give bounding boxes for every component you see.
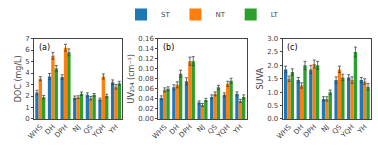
svg-text:YQH: YQH	[90, 123, 107, 140]
svg-text:WHS: WHS	[275, 123, 293, 141]
svg-text:LT: LT	[271, 11, 279, 19]
svg-text:WHS: WHS	[27, 123, 45, 141]
svg-text:DH: DH	[292, 123, 305, 136]
svg-text:DPH: DPH	[53, 123, 69, 139]
svg-text:0.5: 0.5	[267, 102, 278, 110]
svg-text:0.00: 0.00	[138, 115, 154, 123]
svg-text:0.06: 0.06	[138, 85, 154, 93]
svg-text:2: 2	[25, 92, 29, 100]
svg-text:DOC (mg/L): DOC (mg/L)	[14, 55, 23, 102]
svg-text:QS: QS	[331, 123, 344, 136]
svg-text:NT: NT	[215, 11, 225, 19]
svg-text:YH: YH	[107, 123, 120, 136]
svg-text:QS: QS	[82, 123, 95, 136]
svg-text:(b): (b)	[163, 43, 174, 52]
svg-text:1: 1	[25, 104, 29, 112]
svg-text:5: 5	[25, 58, 29, 66]
svg-text:WHS: WHS	[151, 123, 169, 141]
svg-text:7: 7	[25, 35, 29, 43]
svg-text:YH: YH	[355, 123, 368, 136]
svg-text:0.08: 0.08	[138, 75, 154, 83]
svg-text:YQH: YQH	[215, 123, 232, 140]
svg-text:YH: YH	[231, 123, 244, 136]
svg-text:0: 0	[25, 115, 29, 123]
svg-text:QS: QS	[206, 123, 219, 136]
svg-text:0.14: 0.14	[138, 45, 154, 53]
svg-text:1.0: 1.0	[267, 89, 278, 97]
svg-text:SUVA: SUVA	[256, 68, 265, 90]
svg-text:NJ: NJ	[196, 123, 207, 134]
svg-text:0.04: 0.04	[138, 95, 154, 103]
svg-text:YQH: YQH	[339, 123, 356, 140]
svg-text:4: 4	[25, 69, 30, 77]
svg-text:0.16: 0.16	[138, 35, 154, 43]
svg-text:2.5: 2.5	[267, 48, 278, 56]
svg-text:3: 3	[25, 81, 29, 89]
svg-text:1.5: 1.5	[267, 75, 278, 83]
svg-text:0.10: 0.10	[138, 65, 154, 73]
svg-text:0.02: 0.02	[138, 105, 154, 113]
svg-text:ST: ST	[161, 11, 170, 19]
svg-text:DH: DH	[44, 123, 57, 136]
svg-text:UV₂₅₄ (cm⁻¹): UV₂₅₄ (cm⁻¹)	[127, 54, 136, 103]
svg-text:6: 6	[25, 46, 30, 54]
svg-text:3.0: 3.0	[267, 35, 278, 43]
svg-text:NJ: NJ	[320, 123, 331, 134]
svg-text:2.0: 2.0	[267, 62, 278, 70]
svg-text:DH: DH	[168, 123, 181, 136]
svg-text:(a): (a)	[39, 43, 50, 52]
svg-text:0.12: 0.12	[138, 55, 154, 63]
svg-text:(c): (c)	[287, 43, 298, 52]
svg-text:NJ: NJ	[71, 123, 82, 134]
svg-text:DPH: DPH	[178, 123, 194, 139]
svg-text:DPH: DPH	[302, 123, 318, 139]
svg-text:0.0: 0.0	[267, 115, 278, 123]
